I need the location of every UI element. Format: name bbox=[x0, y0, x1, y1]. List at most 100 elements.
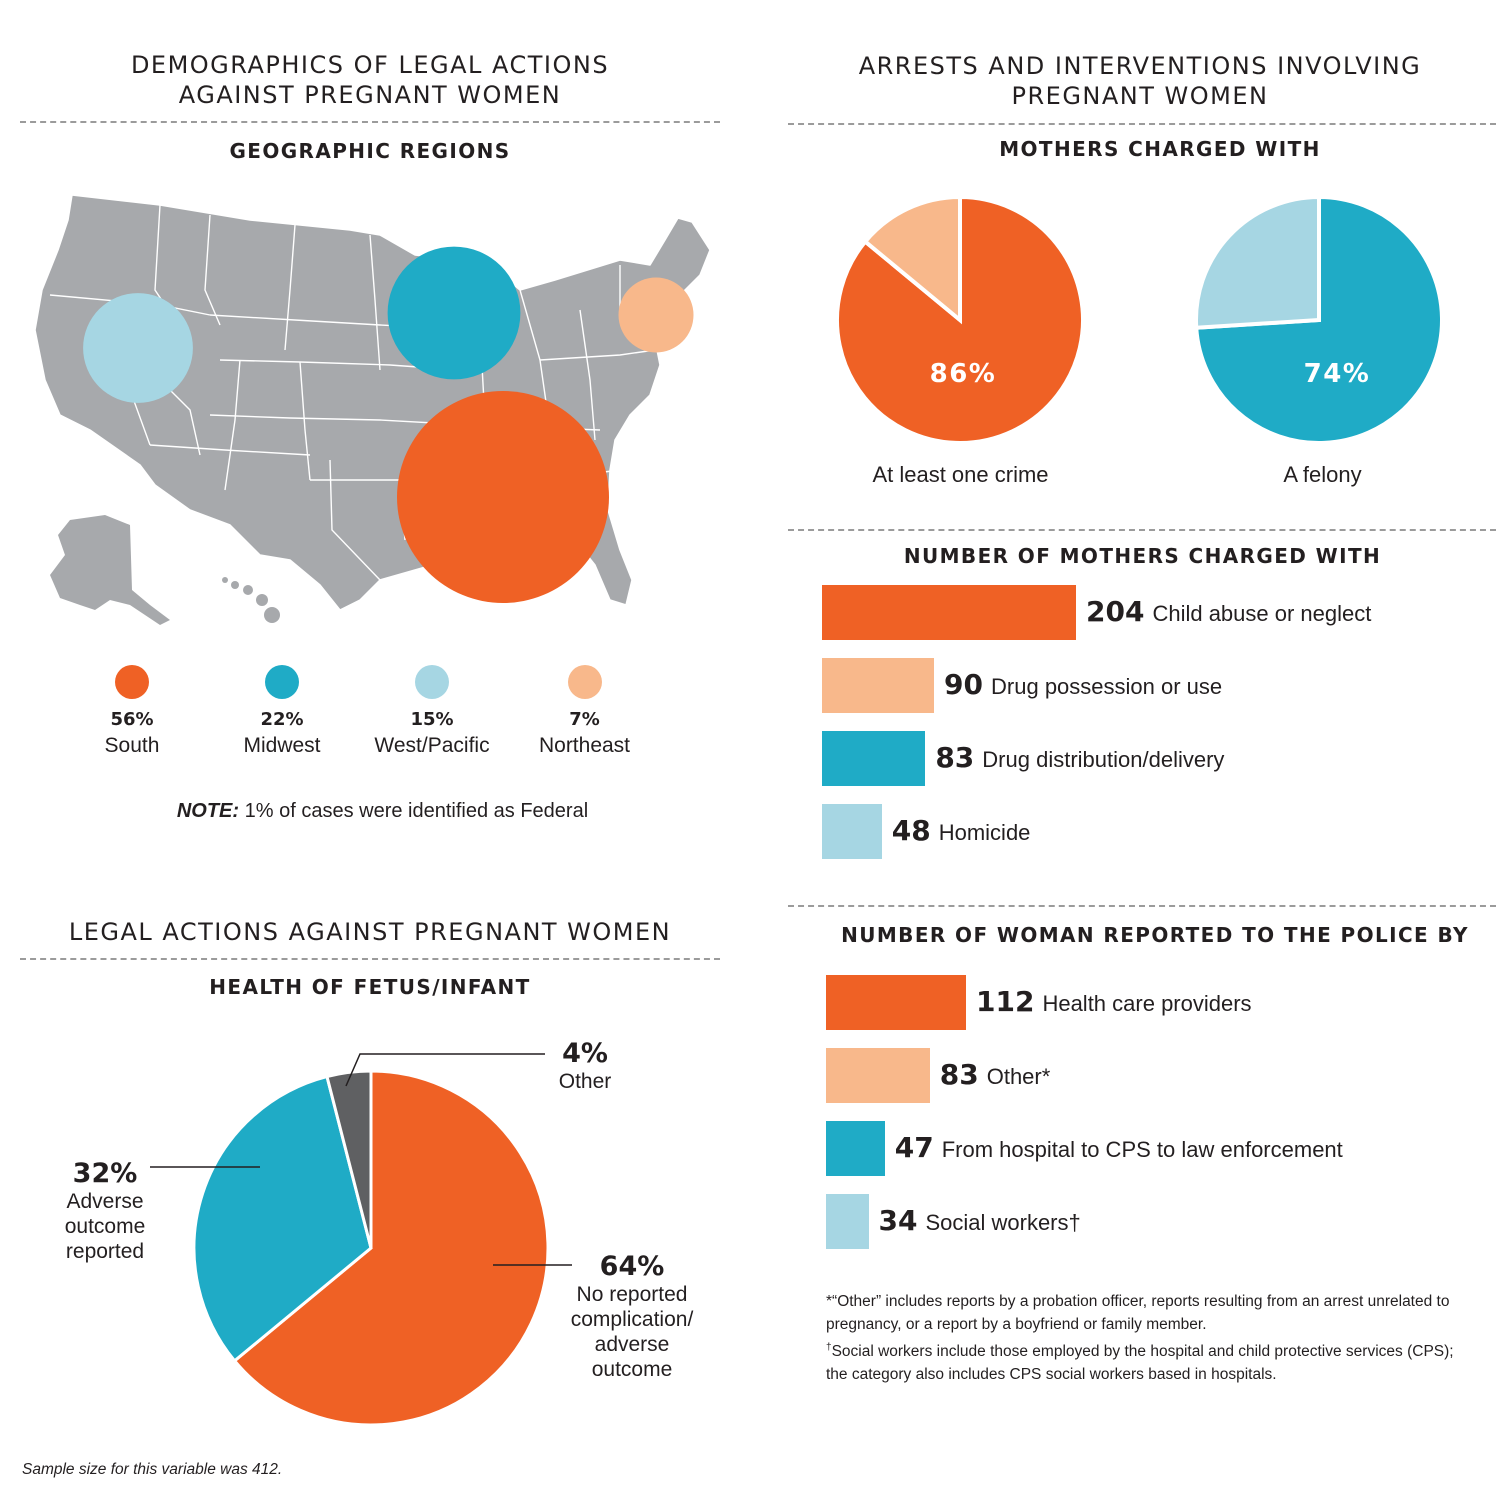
reported-bar bbox=[826, 1121, 885, 1176]
bubble-west-pacific bbox=[83, 293, 193, 403]
reported-bar-label: 34 Social workers† bbox=[879, 1204, 1081, 1237]
pie-at-least-one-crime bbox=[835, 194, 1086, 445]
charges-bar-label: 48 Homicide bbox=[892, 814, 1031, 847]
callout-line-other bbox=[345, 1053, 545, 1087]
charges-bar bbox=[822, 804, 882, 859]
reported-bar bbox=[826, 1194, 869, 1249]
callout-other: 4% Other bbox=[535, 1038, 635, 1094]
legend-item-northeast: 7% Northeast bbox=[507, 665, 662, 758]
charges-bar-value: 83 bbox=[935, 741, 975, 774]
health-title: HEALTH OF FETUS/INFANT bbox=[209, 975, 531, 999]
bubble-midwest bbox=[387, 246, 521, 380]
legend-label-midwest: Midwest bbox=[243, 734, 321, 757]
bubble-south bbox=[397, 391, 609, 603]
map-section-title-line2: AGAINST PREGNANT WOMEN bbox=[178, 81, 562, 109]
legend-dot-west-pacific bbox=[415, 665, 449, 699]
map-legend: 56% South 22% Midwest 15% West/Pacific 7… bbox=[57, 665, 657, 775]
pie-crime-rest-slice bbox=[862, 194, 962, 325]
geographic-regions-title: GEOGRAPHIC REGIONS bbox=[229, 139, 511, 163]
reported-bar-value: 83 bbox=[939, 1058, 979, 1091]
charges-bar-value: 48 bbox=[891, 814, 931, 847]
callout-other-pct: 4% bbox=[562, 1038, 608, 1069]
charges-bar bbox=[822, 731, 926, 786]
charges-bar-label: 90 Drug possession or use bbox=[944, 668, 1222, 701]
health-slice-32pct bbox=[192, 1074, 373, 1363]
charges-bar-chart: 204 Child abuse or neglect 90 Drug possessi… bbox=[822, 585, 1500, 865]
pie-felony-rest-slice bbox=[1194, 194, 1321, 330]
crime-pies: 86% 74% bbox=[835, 194, 1444, 445]
legend-label-northeast: Northeast bbox=[538, 734, 631, 757]
legend-pct-south: 56% bbox=[110, 709, 154, 730]
reported-bar-category: Health care providers bbox=[1042, 991, 1252, 1016]
charges-bar-value: 90 bbox=[944, 668, 984, 701]
dagger-mark: † bbox=[826, 1342, 832, 1353]
callout-none-line1: No reported bbox=[576, 1283, 688, 1306]
charges-bar-category: Drug distribution/delivery bbox=[982, 747, 1225, 772]
health-slice-4pct bbox=[325, 1069, 373, 1249]
number-charged-title: NUMBER OF MOTHERS CHARGED WITH bbox=[903, 544, 1382, 568]
reported-bar-value: 112 bbox=[976, 985, 1035, 1018]
reported-bar-value: 34 bbox=[878, 1204, 918, 1237]
bubble-northeast bbox=[618, 277, 694, 353]
note-label: NOTE: bbox=[176, 800, 240, 822]
callout-none-line3: adverse bbox=[594, 1333, 670, 1356]
reported-bar bbox=[826, 1048, 930, 1103]
callout-none-pct: 64% bbox=[599, 1251, 665, 1282]
legend-item-west-pacific: 15% West/Pacific bbox=[357, 665, 507, 758]
reported-bar-label: 83 Other* bbox=[940, 1058, 1051, 1091]
reported-bar-chart: 112 Health care providers 83 Other* 47 From h… bbox=[826, 975, 1496, 1255]
footnote-social-text: Social workers include those employed by… bbox=[826, 1343, 1454, 1384]
legend-pct-west-pacific: 15% bbox=[410, 709, 454, 730]
health-pie bbox=[192, 1069, 550, 1427]
hawaii-shape bbox=[222, 577, 280, 623]
reported-bar-label: 112 Health care providers bbox=[976, 985, 1252, 1018]
callout-other-text: Other bbox=[558, 1070, 612, 1093]
callout-adverse-line3: reported bbox=[65, 1240, 145, 1263]
reported-bar-category: Social workers† bbox=[925, 1210, 1081, 1235]
legend-dot-south bbox=[115, 665, 149, 699]
reported-bar-category: Other* bbox=[986, 1064, 1051, 1089]
callout-no-complication: 64% No reported complication/ adverse ou… bbox=[552, 1251, 712, 1382]
sample-size-note: Sample size for this variable was 412. bbox=[22, 1461, 283, 1478]
legend-dot-northeast bbox=[567, 665, 602, 699]
legal-actions-title: LEGAL ACTIONS AGAINST PREGNANT WOMEN bbox=[68, 918, 672, 946]
reported-bar-label: 47 From hospital to CPS to law enforcemen… bbox=[895, 1131, 1343, 1164]
pie-felony bbox=[1194, 194, 1444, 445]
map-section-title: DEMOGRAPHICS OF LEGAL ACTIONS AGAINST PR… bbox=[20, 50, 720, 110]
legend-label-west-pacific: West/Pacific bbox=[374, 734, 490, 757]
pie-crime-caption: At least one crime bbox=[872, 462, 1049, 487]
arrests-title-line1: ARRESTS AND INTERVENTIONS INVOLVING bbox=[858, 52, 1422, 80]
callout-adverse-line2: outcome bbox=[64, 1215, 146, 1238]
charges-bar-category: Drug possession or use bbox=[991, 674, 1223, 699]
legend-pct-midwest: 22% bbox=[260, 709, 304, 730]
callout-lines bbox=[150, 1053, 572, 1266]
region-bubbles bbox=[83, 246, 694, 603]
divider bbox=[788, 529, 1496, 531]
callout-none-line2: complication/ bbox=[570, 1308, 694, 1331]
charges-bar-category: Child abuse or neglect bbox=[1152, 601, 1372, 626]
callout-adverse-line1: Adverse bbox=[66, 1190, 144, 1213]
reported-bar-category: From hospital to CPS to law enforcement bbox=[941, 1137, 1343, 1162]
footnote-social-workers: †Social workers include those employed b… bbox=[826, 1336, 1476, 1386]
legend-item-south: 56% South bbox=[57, 665, 207, 758]
pie-felony-caption: A felony bbox=[1283, 462, 1362, 487]
charges-bar-value: 204 bbox=[1086, 595, 1145, 628]
health-slice-64pct bbox=[232, 1069, 550, 1427]
divider bbox=[20, 958, 720, 960]
charges-bar bbox=[822, 585, 1076, 640]
legend-dot-midwest bbox=[265, 665, 299, 699]
divider bbox=[20, 121, 720, 123]
reported-by-title: NUMBER OF WOMAN REPORTED TO THE POLICE B… bbox=[841, 923, 1469, 947]
arrests-title-line2: PREGNANT WOMEN bbox=[1011, 82, 1269, 110]
reported-bar-value: 47 bbox=[894, 1131, 934, 1164]
legend-label-south: South bbox=[104, 734, 160, 757]
arrests-title: ARRESTS AND INTERVENTIONS INVOLVING PREG… bbox=[780, 51, 1500, 111]
health-pie-chart bbox=[150, 1053, 572, 1427]
divider bbox=[788, 905, 1496, 907]
callout-adverse: 32% Adverse outcome reported bbox=[45, 1158, 165, 1264]
pie-crime-pct: 86% bbox=[930, 359, 997, 389]
charges-bar-label: 83 Drug distribution/delivery bbox=[935, 741, 1224, 774]
callout-adverse-pct: 32% bbox=[72, 1158, 138, 1189]
footnote-other: *“Other” includes reports by a probation… bbox=[826, 1293, 1450, 1333]
charges-bar-category: Homicide bbox=[938, 820, 1031, 845]
